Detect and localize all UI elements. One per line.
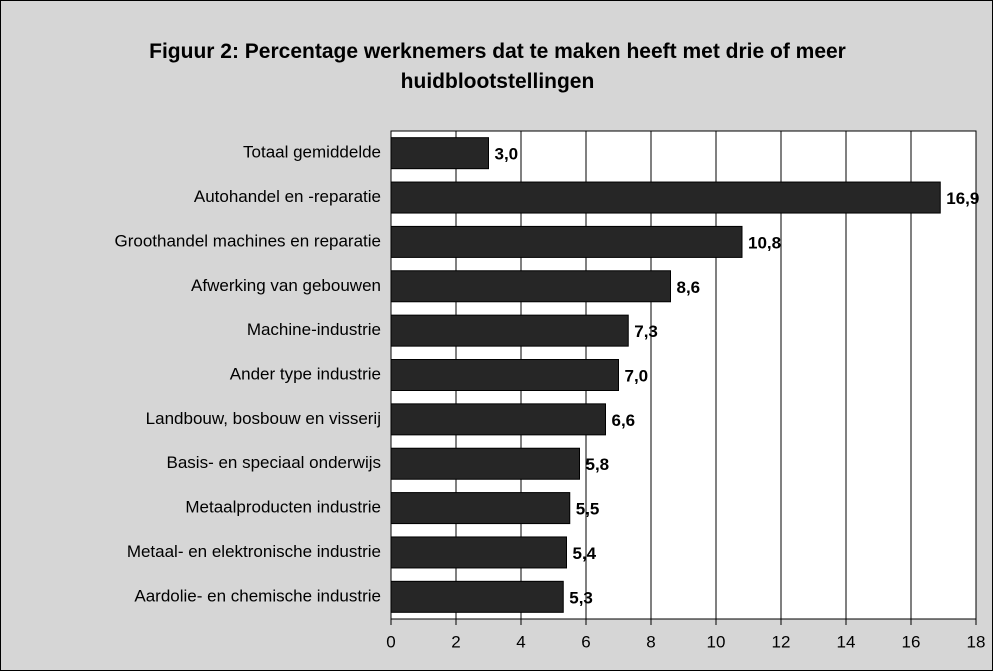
bar — [390, 536, 567, 569]
x-tick-label: 14 — [837, 632, 856, 651]
x-tick-label: 4 — [516, 632, 525, 651]
x-tick-label: 12 — [772, 632, 791, 651]
y-tick-label: Ander type industrie — [230, 364, 381, 383]
data-label: 6,6 — [612, 411, 636, 430]
bar — [390, 492, 571, 525]
data-label: 16,9 — [946, 189, 979, 208]
y-tick-label: Machine-industrie — [247, 320, 381, 339]
x-tick-label: 6 — [581, 632, 590, 651]
y-tick-label: Aardolie- en chemische industrie — [134, 586, 381, 605]
x-tick-label: 2 — [451, 632, 460, 651]
data-label: 7,3 — [634, 322, 658, 341]
bar — [390, 137, 489, 170]
y-tick-label: Afwerking van gebouwen — [191, 276, 381, 295]
y-tick-label: Landbouw, bosbouw en visserij — [146, 409, 381, 428]
y-tick-label: Totaal gemiddelde — [243, 143, 381, 162]
data-label: 5,4 — [573, 544, 597, 563]
data-label: 5,8 — [586, 455, 610, 474]
data-label: 3,0 — [495, 145, 519, 164]
bar — [390, 314, 629, 347]
y-tick-label: Groothandel machines en reparatie — [115, 231, 382, 250]
y-tick-label: Basis- en speciaal onderwijs — [167, 453, 382, 472]
bar — [390, 181, 941, 214]
x-tick-label: 18 — [967, 632, 986, 651]
x-tick-label: 0 — [386, 632, 395, 651]
x-tick-label: 10 — [707, 632, 726, 651]
data-label: 7,0 — [625, 366, 649, 385]
y-tick-label: Metaal- en elektronische industrie — [127, 542, 381, 561]
data-label: 8,6 — [677, 278, 701, 297]
bar — [390, 270, 671, 303]
bar — [390, 359, 619, 391]
data-label: 5,3 — [569, 588, 593, 607]
x-tick-label: 16 — [902, 632, 921, 651]
data-label: 5,5 — [576, 500, 600, 519]
bar — [390, 447, 580, 480]
x-tick-label: 8 — [646, 632, 655, 651]
y-tick-label: Metaalproducten industrie — [185, 498, 381, 517]
bar — [390, 403, 606, 436]
bar — [390, 580, 564, 613]
y-tick-label: Autohandel en -reparatie — [194, 187, 381, 206]
data-label: 10,8 — [748, 233, 781, 252]
bar — [390, 225, 743, 258]
chart-title: Figuur 2: Percentage werknemers dat te m… — [149, 40, 846, 93]
